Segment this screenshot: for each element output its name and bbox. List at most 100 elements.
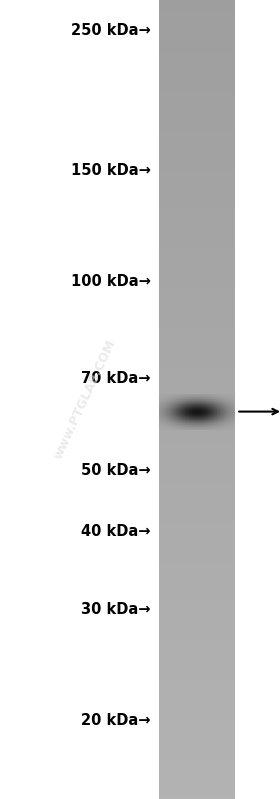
Bar [207, 408, 208, 409]
Bar [175, 399, 176, 400]
Bar [234, 414, 235, 415]
Bar [166, 402, 167, 403]
Bar [162, 410, 163, 411]
Bar [203, 422, 204, 423]
Bar [164, 427, 165, 428]
Bar [196, 425, 197, 427]
Bar [227, 424, 228, 426]
Bar [233, 414, 234, 415]
Bar [171, 403, 172, 404]
Bar [173, 403, 174, 404]
Bar [207, 425, 209, 426]
Bar [171, 394, 172, 395]
Bar [234, 403, 235, 405]
Bar [211, 419, 213, 420]
Bar [188, 400, 189, 401]
Bar [192, 419, 193, 421]
Bar [178, 422, 179, 423]
Bar [214, 403, 215, 405]
Bar [172, 423, 174, 425]
Bar [172, 404, 173, 406]
Bar [172, 394, 174, 395]
Bar [209, 416, 210, 417]
Bar [199, 410, 200, 411]
Bar [169, 423, 171, 425]
Bar [203, 423, 204, 424]
Bar [169, 395, 170, 396]
Bar [194, 428, 195, 430]
Bar [204, 398, 205, 400]
Bar [207, 399, 208, 400]
Bar [201, 426, 202, 427]
Bar [175, 399, 176, 400]
Bar [230, 426, 231, 427]
Bar [197, 426, 198, 427]
Bar [214, 421, 215, 422]
Bar [183, 410, 184, 411]
Bar [159, 412, 160, 413]
Bar [192, 401, 193, 402]
Bar [170, 422, 171, 423]
Bar [222, 403, 223, 404]
Bar [165, 399, 166, 400]
Bar [195, 399, 196, 400]
Bar [201, 406, 202, 407]
Bar [160, 408, 161, 409]
Bar [229, 413, 230, 414]
Bar [174, 412, 175, 414]
Bar [221, 414, 222, 415]
Bar [173, 426, 174, 427]
Text: 250 kDa→: 250 kDa→ [71, 23, 151, 38]
Bar [184, 396, 185, 397]
Bar [161, 412, 162, 413]
Bar [227, 415, 228, 416]
Bar [165, 396, 166, 397]
Bar [213, 396, 214, 397]
Bar [159, 769, 235, 775]
Bar [194, 410, 195, 411]
Bar [228, 428, 229, 429]
Bar [207, 403, 208, 404]
Bar [219, 404, 220, 406]
Bar [221, 410, 222, 411]
Bar [195, 416, 196, 417]
Bar [206, 413, 207, 415]
Bar [172, 426, 173, 427]
Bar [172, 410, 173, 411]
Bar [159, 411, 160, 412]
Bar [160, 423, 161, 424]
Bar [211, 416, 212, 418]
Bar [191, 419, 192, 420]
Bar [225, 422, 226, 423]
Bar [170, 415, 171, 416]
Bar [199, 397, 200, 399]
Bar [159, 538, 235, 543]
Bar [200, 414, 201, 415]
Bar [231, 394, 232, 396]
Bar [159, 326, 235, 332]
Bar [232, 414, 233, 415]
Bar [234, 412, 235, 413]
Bar [227, 426, 228, 427]
Bar [200, 399, 201, 400]
Bar [198, 404, 199, 405]
Bar [204, 399, 206, 400]
Bar [204, 425, 206, 427]
Bar [201, 394, 202, 395]
Bar [194, 416, 195, 417]
Bar [210, 412, 211, 413]
Bar [205, 422, 206, 423]
Bar [185, 399, 186, 400]
Bar [173, 421, 174, 423]
Bar [177, 399, 178, 400]
Bar [176, 420, 178, 422]
Bar [188, 396, 189, 398]
Bar [163, 411, 164, 412]
Bar [216, 421, 217, 423]
Bar [179, 415, 180, 417]
Bar [172, 422, 173, 423]
Bar [169, 407, 171, 408]
Bar [191, 406, 192, 407]
Bar [159, 729, 235, 735]
Bar [186, 398, 187, 400]
